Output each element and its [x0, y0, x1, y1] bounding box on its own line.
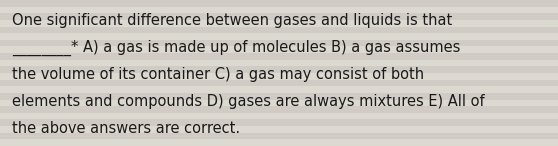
Bar	[0, 7, 558, 13]
Text: elements and compounds D) gases are always mixtures E) All of: elements and compounds D) gases are alwa…	[12, 94, 485, 109]
Bar	[0, 100, 558, 106]
Bar	[0, 119, 558, 126]
Bar	[0, 66, 558, 73]
Bar	[0, 113, 558, 119]
Bar	[0, 13, 558, 20]
Bar	[0, 80, 558, 86]
Bar	[0, 53, 558, 60]
Text: One significant difference between gases and liquids is that: One significant difference between gases…	[12, 13, 453, 28]
Bar	[0, 0, 558, 7]
Text: the volume of its container C) a gas may consist of both: the volume of its container C) a gas may…	[12, 67, 425, 82]
Bar	[0, 133, 558, 139]
Bar	[0, 20, 558, 27]
Bar	[0, 60, 558, 66]
Text: ________* A) a gas is made up of molecules B) a gas assumes: ________* A) a gas is made up of molecul…	[12, 40, 461, 56]
Bar	[0, 27, 558, 33]
Bar	[0, 33, 558, 40]
Bar	[0, 86, 558, 93]
Bar	[0, 93, 558, 100]
Bar	[0, 73, 558, 80]
Bar	[0, 40, 558, 46]
Bar	[0, 46, 558, 53]
Bar	[0, 106, 558, 113]
Text: the above answers are correct.: the above answers are correct.	[12, 121, 240, 136]
Bar	[0, 126, 558, 133]
Bar	[0, 139, 558, 146]
